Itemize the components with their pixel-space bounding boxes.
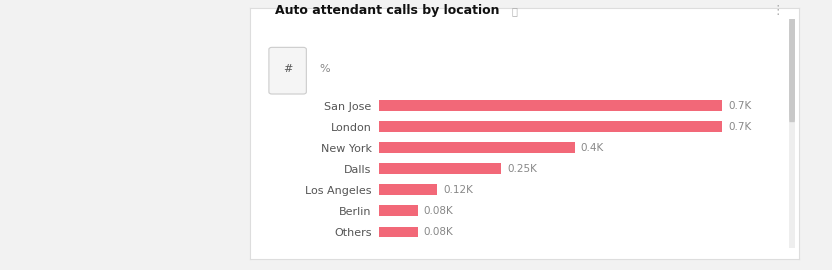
- Bar: [379, 121, 722, 132]
- Text: 0.25K: 0.25K: [508, 164, 537, 174]
- Text: %: %: [319, 64, 330, 74]
- Bar: [379, 142, 575, 153]
- Bar: [379, 163, 501, 174]
- Text: 0.12K: 0.12K: [443, 185, 473, 195]
- Text: 0.08K: 0.08K: [423, 227, 453, 237]
- Bar: [379, 205, 418, 216]
- Bar: [379, 184, 438, 195]
- Text: 0.4K: 0.4K: [581, 143, 604, 153]
- Text: ⓘ: ⓘ: [512, 6, 518, 16]
- Text: Auto attendant calls by location: Auto attendant calls by location: [275, 4, 499, 17]
- Text: #: #: [283, 64, 292, 74]
- FancyBboxPatch shape: [269, 47, 306, 94]
- Bar: [379, 100, 722, 111]
- Text: 0.7K: 0.7K: [728, 100, 751, 110]
- Text: 0.7K: 0.7K: [728, 122, 751, 131]
- Text: 0.08K: 0.08K: [423, 206, 453, 216]
- Bar: [379, 227, 418, 238]
- Text: ⋮: ⋮: [771, 4, 785, 17]
- FancyBboxPatch shape: [789, 17, 795, 122]
